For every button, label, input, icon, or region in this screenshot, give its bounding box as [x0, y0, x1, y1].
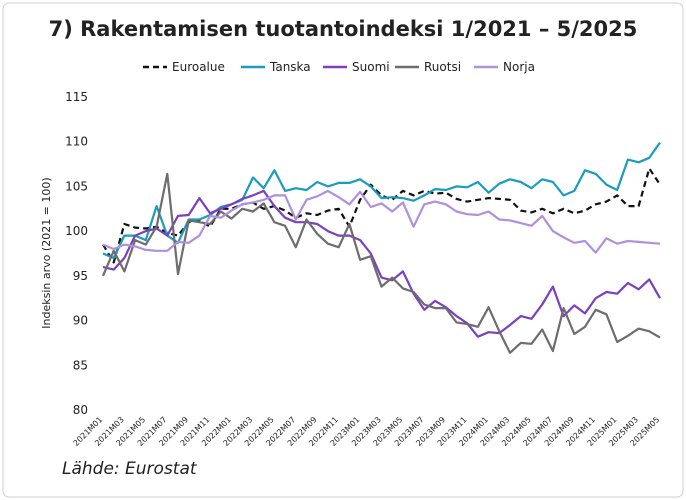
- legend-label: Norja: [503, 60, 535, 74]
- series-line: [102, 141, 661, 260]
- y-tick-label: 85: [73, 358, 88, 372]
- y-tick-label: 110: [65, 135, 88, 149]
- y-tick-label: 100: [65, 224, 88, 238]
- legend-label: Tanska: [269, 60, 311, 74]
- series-line: [101, 172, 661, 354]
- y-tick-label: 80: [73, 403, 88, 417]
- legend-label: Euroalue: [172, 60, 225, 74]
- legend-label: Ruotsi: [424, 60, 461, 74]
- y-tick-label: 95: [73, 269, 88, 283]
- chart-title: 7) Rakentamisen tuotantoindeksi 1/2021 –…: [49, 17, 638, 41]
- y-tick-label: 90: [73, 314, 88, 328]
- y-axis-label: Indeksin arvo (2021 = 100): [40, 177, 53, 328]
- y-tick-label: 105: [65, 179, 88, 193]
- y-tick-label: 115: [65, 90, 88, 104]
- source: Lähde: Eurostat: [62, 459, 198, 479]
- series-line: [102, 189, 661, 338]
- series-line: [102, 189, 661, 254]
- legend-label: Suomi: [352, 60, 390, 74]
